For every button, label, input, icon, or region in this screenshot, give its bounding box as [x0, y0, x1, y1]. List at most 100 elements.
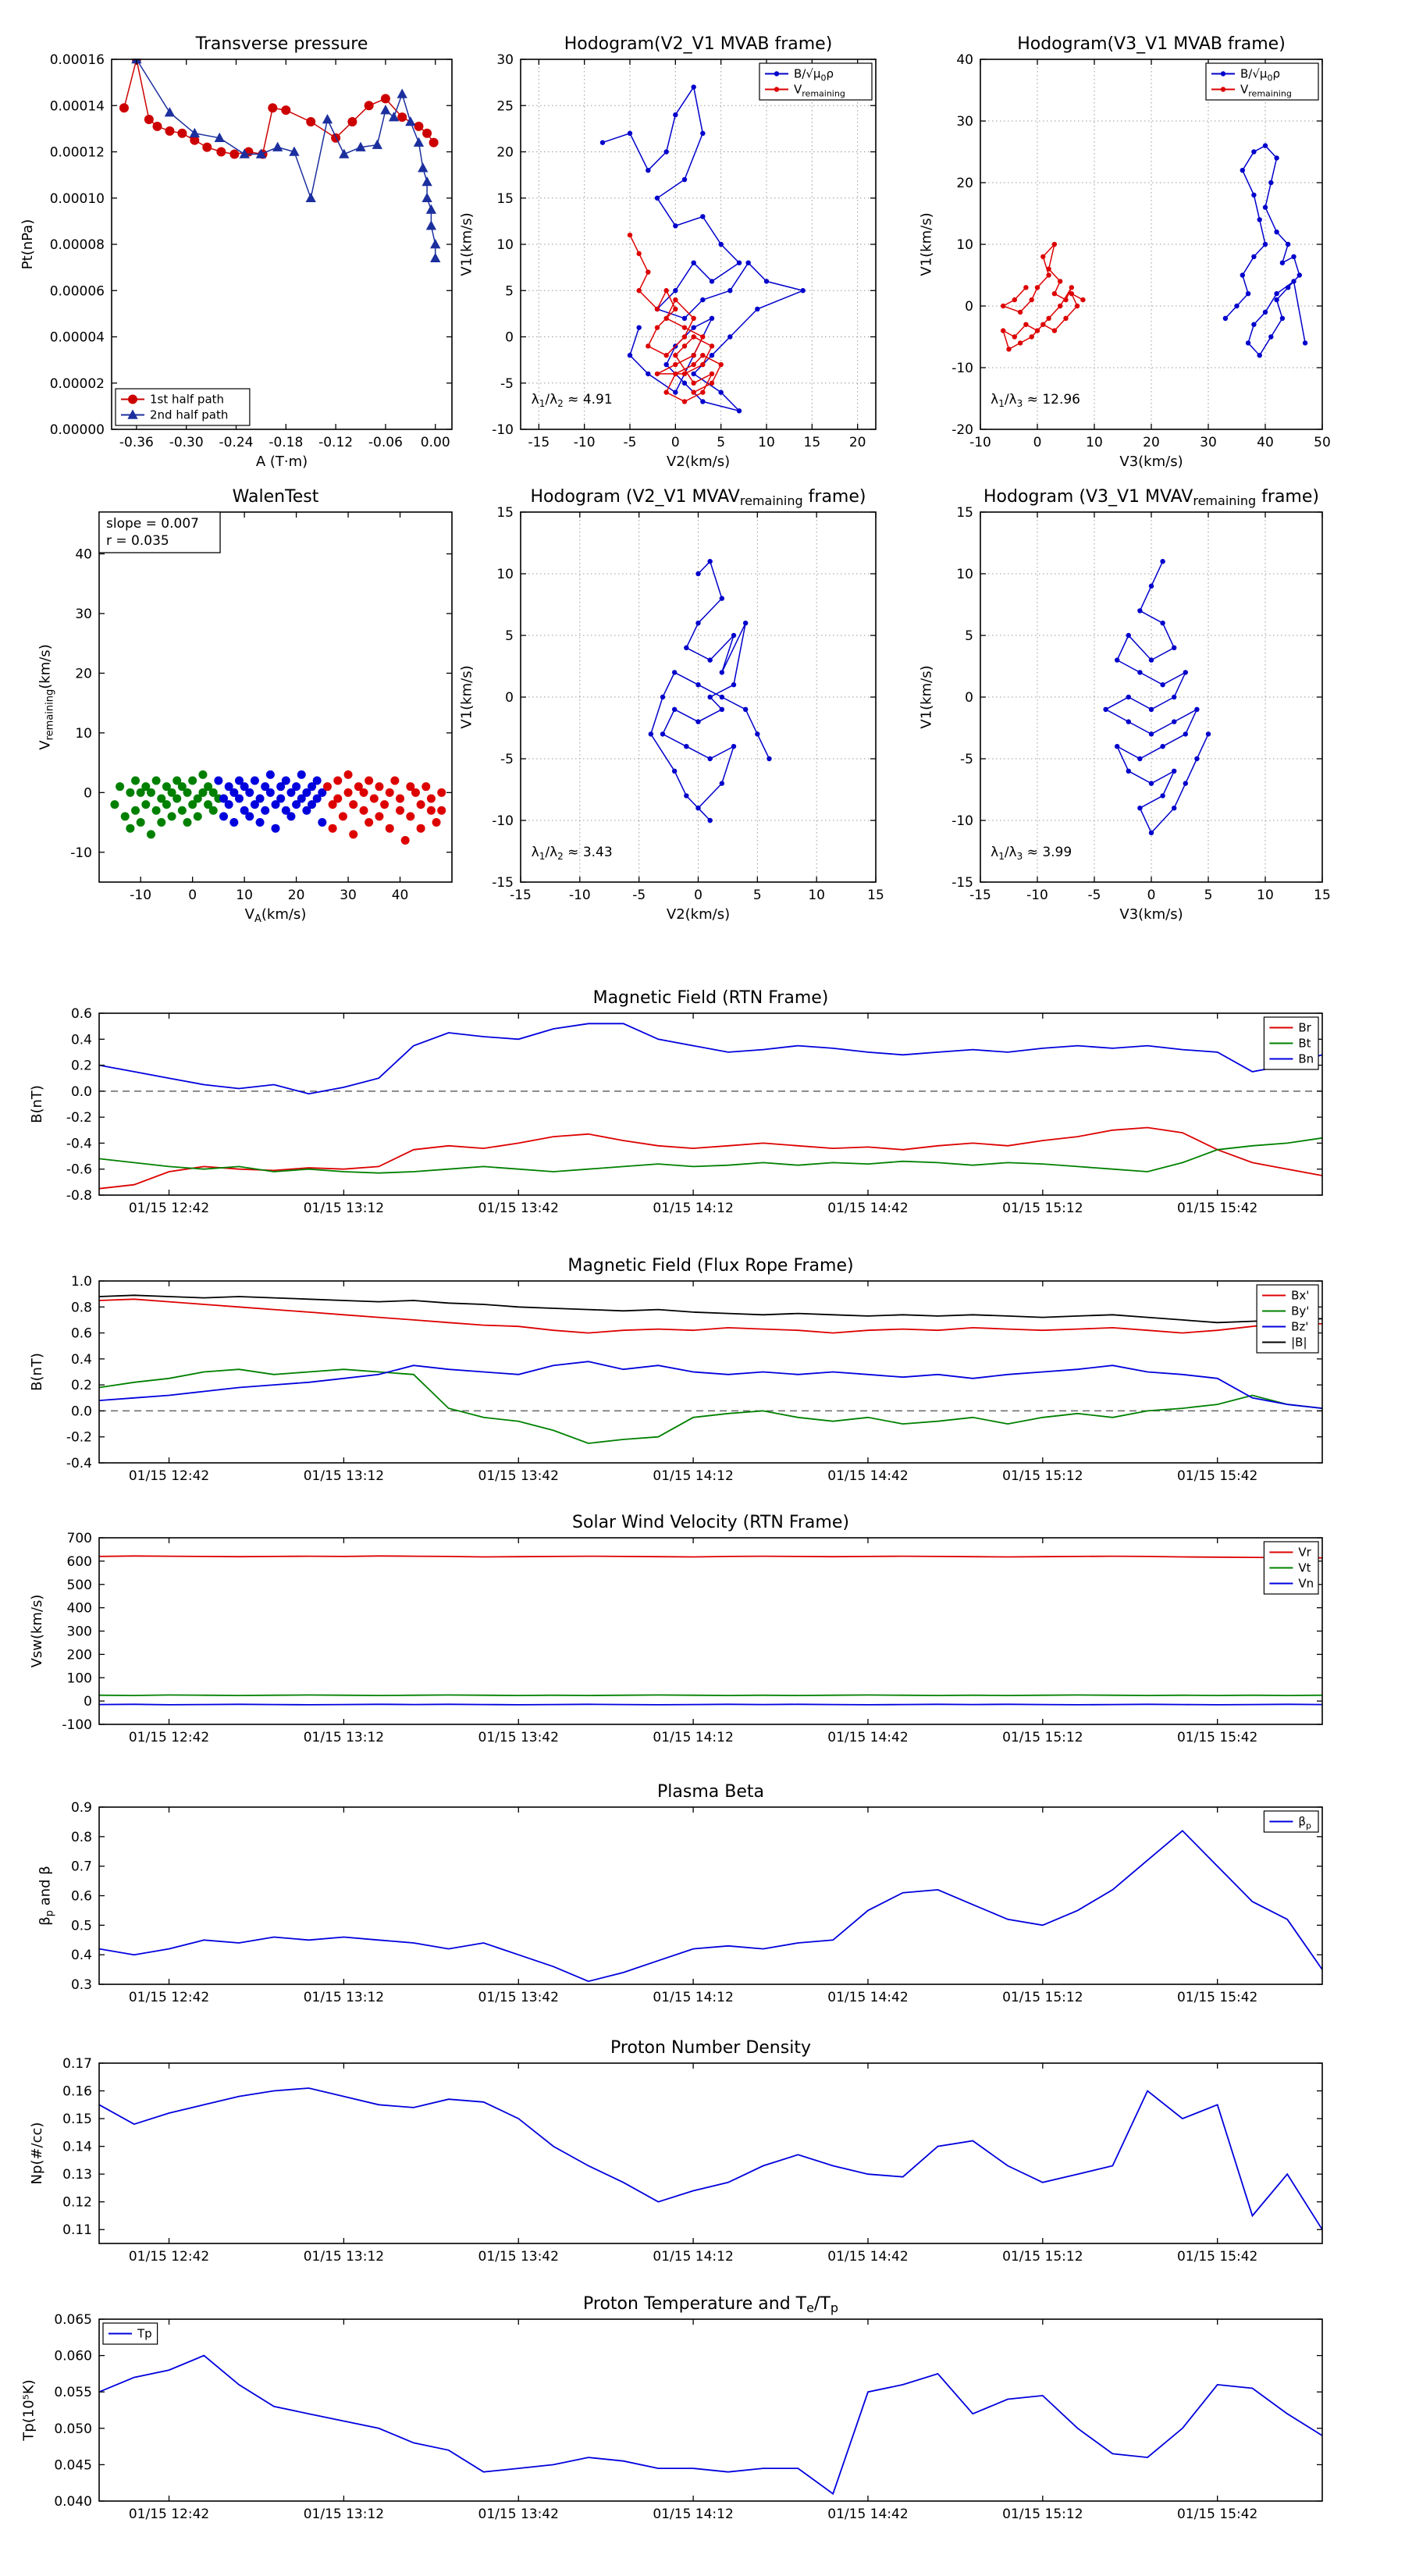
svg-text:01/15 15:12: 01/15 15:12	[1002, 1201, 1083, 1216]
svg-text:-5: -5	[632, 888, 646, 903]
svg-text:30: 30	[340, 888, 357, 903]
svg-text:0.00010: 0.00010	[50, 191, 105, 207]
svg-text:-5: -5	[960, 752, 973, 767]
svg-text:-100: -100	[62, 1717, 92, 1733]
svg-text:0: 0	[84, 785, 92, 801]
svg-text:01/15 14:12: 01/15 14:12	[653, 2249, 733, 2265]
svg-text:Magnetic Field (Flux Rope Fram: Magnetic Field (Flux Rope Frame)	[567, 1256, 853, 1276]
svg-text:30: 30	[496, 52, 514, 68]
svg-text:01/15 13:12: 01/15 13:12	[304, 1201, 384, 1216]
svg-text:01/15 15:42: 01/15 15:42	[1177, 1201, 1257, 1216]
svg-text:Tp(10⁵K): Tp(10⁵K)	[21, 2379, 37, 2441]
svg-text:0.00006: 0.00006	[50, 283, 105, 299]
chart-hodogram-v3v1-mvav: -15 -10 -5 0 5 10 15 -15 -10 -5 0 5 10 15 Hodogram (V3…	[902, 476, 1333, 926]
svg-text:-10: -10	[1026, 888, 1048, 903]
svg-text:01/15 15:42: 01/15 15:42	[1177, 1990, 1257, 2005]
svg-text:Vn: Vn	[1298, 1577, 1314, 1591]
svg-text:01/15 13:42: 01/15 13:42	[478, 1990, 559, 2005]
svg-text:50: 50	[1314, 435, 1331, 450]
svg-text:0.065: 0.065	[54, 2312, 92, 2328]
svg-text:B(nT): B(nT)	[29, 1085, 45, 1123]
chart-plasma-beta: 01/15 12:42 01/15 13:12 01/15 13:42 01/15 1…	[21, 1771, 1333, 2028]
svg-text:-10: -10	[969, 435, 991, 450]
chart-transverse-pressure: -0.36 -0.30 -0.24 -0.18 -0.12 -0.06 0.00 0.0000…	[20, 23, 463, 473]
svg-text:0.4: 0.4	[71, 1352, 92, 1368]
svg-text:V2(km/s): V2(km/s)	[667, 906, 730, 923]
svg-text:Vremaining: Vremaining	[794, 83, 845, 99]
svg-text:0.16: 0.16	[62, 2084, 92, 2100]
svg-text:0.3: 0.3	[71, 1977, 92, 1993]
svg-text:-15: -15	[492, 875, 514, 891]
svg-text:A (T·m): A (T·m)	[256, 454, 308, 470]
svg-text:Vsw(km/s): Vsw(km/s)	[29, 1595, 45, 1668]
svg-text:0: 0	[84, 1694, 92, 1710]
svg-text:01/15 14:42: 01/15 14:42	[827, 1468, 908, 1484]
svg-text:-15: -15	[528, 435, 550, 450]
svg-text:By': By'	[1291, 1304, 1309, 1318]
svg-text:01/15 14:42: 01/15 14:42	[827, 1201, 908, 1216]
svg-text:01/15 12:42: 01/15 12:42	[129, 2249, 209, 2265]
svg-text:10: 10	[1257, 888, 1274, 903]
svg-text:-0.8: -0.8	[66, 1188, 92, 1204]
svg-text:V1(km/s): V1(km/s)	[919, 212, 935, 276]
svg-text:20: 20	[288, 888, 305, 903]
svg-text:0.2: 0.2	[71, 1059, 92, 1074]
svg-text:20: 20	[849, 435, 866, 450]
svg-text:0.8: 0.8	[71, 1830, 92, 1845]
svg-text:0.6: 0.6	[71, 1889, 92, 1905]
svg-text:-10: -10	[951, 361, 973, 376]
svg-text:V2(km/s): V2(km/s)	[667, 454, 730, 470]
svg-text:0.0: 0.0	[71, 1084, 92, 1100]
svg-text:15: 15	[1314, 888, 1331, 903]
svg-text:01/15 13:12: 01/15 13:12	[304, 2507, 384, 2522]
svg-text:B/√μ0ρ: B/√μ0ρ	[794, 67, 834, 84]
svg-text:20: 20	[75, 666, 92, 681]
svg-text:01/15 12:42: 01/15 12:42	[129, 2507, 209, 2522]
svg-text:10: 10	[236, 888, 253, 903]
svg-text:01/15 14:12: 01/15 14:12	[653, 1990, 733, 2005]
svg-text:40: 40	[75, 547, 92, 563]
svg-text:30: 30	[1200, 435, 1217, 450]
svg-text:0: 0	[671, 435, 680, 450]
svg-text:V1(km/s): V1(km/s)	[459, 212, 475, 276]
svg-text:0: 0	[1147, 888, 1156, 903]
svg-text:0.00008: 0.00008	[50, 237, 105, 253]
svg-text:20: 20	[1143, 435, 1160, 450]
svg-text:300: 300	[67, 1624, 92, 1640]
svg-text:01/15 14:42: 01/15 14:42	[827, 1730, 908, 1745]
svg-text:40: 40	[1257, 435, 1274, 450]
svg-text:01/15 15:42: 01/15 15:42	[1177, 2507, 1257, 2522]
svg-text:0.6: 0.6	[71, 1006, 92, 1022]
svg-text:Plasma Beta: Plasma Beta	[657, 1782, 764, 1802]
svg-text:01/15 13:42: 01/15 13:42	[478, 2507, 559, 2522]
svg-text:0.17: 0.17	[62, 2056, 92, 2072]
svg-text:01/15 15:12: 01/15 15:12	[1002, 2507, 1083, 2522]
svg-text:0.055: 0.055	[54, 2385, 92, 2400]
svg-text:Vr: Vr	[1298, 1546, 1311, 1560]
svg-text:10: 10	[808, 888, 825, 903]
svg-text:B/√μ0ρ: B/√μ0ρ	[1240, 67, 1280, 84]
svg-text:Hodogram(V3_V1 MVAB frame): Hodogram(V3_V1 MVAB frame)	[1017, 34, 1286, 54]
svg-text:|B|: |B|	[1291, 1336, 1307, 1350]
svg-text:-0.6: -0.6	[66, 1162, 92, 1178]
svg-text:10: 10	[75, 726, 92, 742]
svg-text:0.11: 0.11	[62, 2222, 92, 2238]
svg-text:01/15 15:42: 01/15 15:42	[1177, 1468, 1257, 1484]
svg-text:0.14: 0.14	[62, 2140, 92, 2155]
svg-text:10: 10	[496, 237, 514, 253]
svg-text:-0.2: -0.2	[66, 1110, 92, 1126]
svg-text:15: 15	[956, 505, 973, 521]
svg-text:0: 0	[694, 888, 702, 903]
svg-text:V1(km/s): V1(km/s)	[919, 665, 935, 728]
svg-text:0.040: 0.040	[54, 2494, 92, 2510]
svg-text:0.0: 0.0	[71, 1404, 92, 1419]
svg-text:λ1/λ2 ≈ 3.43: λ1/λ2 ≈ 3.43	[532, 845, 613, 862]
svg-text:100: 100	[67, 1670, 92, 1686]
chart-hodogram-v2v1-mvav: -15 -10 -5 0 5 10 15 -15 -10 -5 0 5 10 15 Hodogram (V2…	[443, 476, 887, 926]
svg-text:01/15 15:12: 01/15 15:12	[1002, 1468, 1083, 1484]
svg-text:01/15 12:42: 01/15 12:42	[129, 1990, 209, 2005]
svg-text:600: 600	[67, 1554, 92, 1570]
svg-text:Tp: Tp	[137, 2327, 152, 2341]
svg-text:5: 5	[1204, 888, 1213, 903]
svg-text:30: 30	[956, 114, 973, 130]
